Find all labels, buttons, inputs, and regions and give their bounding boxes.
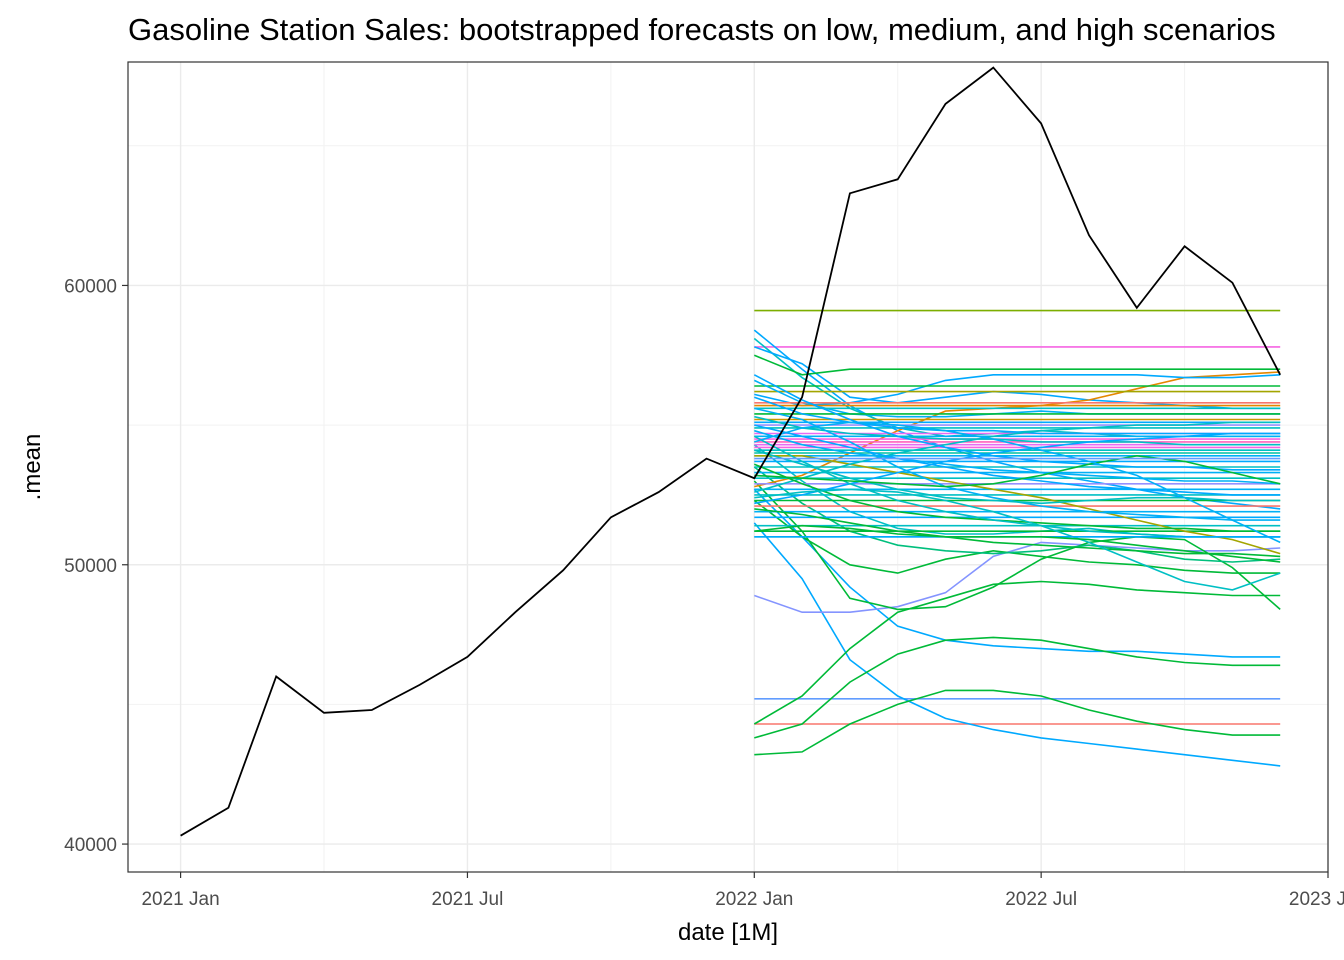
forecast-line-9 [753,580,1281,725]
x-tick-label: 2021 Jul [432,889,504,910]
x-axis: 2021 Jan 2021 Jul 2022 Jan 2022 Jul 2023 Jan [141,872,1344,910]
forecast-line-57 [754,415,1281,446]
forecast-line-7 [754,689,1281,756]
x-tick-label: 2022 Jan [715,889,793,910]
x-tick-label: 2022 Jul [1005,889,1077,910]
y-axis: 40000 50000 60000 [64,276,128,856]
forecast-line-69 [754,421,1281,544]
forecast-line-58 [754,396,1281,435]
forecast-line-55 [754,454,1281,555]
x-tick-label: 2023 Jan [1289,889,1344,910]
y-axis-title: .mean [19,434,46,501]
forecast-line-8 [754,636,1281,739]
forecast-line-67 [754,424,1281,496]
forecast-line-59 [754,421,1281,493]
y-tick-label: 60000 [64,276,117,297]
forecast-line-68 [754,454,1281,488]
x-axis-title: date [1M] [678,919,778,946]
y-tick-label: 50000 [64,556,117,577]
forecast-line-5 [753,522,1281,767]
plot-border [127,61,1329,873]
history-line [180,66,1281,837]
forecast-line-18 [753,354,1281,376]
x-tick-label: 2021 Jan [141,889,219,910]
chart-title: Gasoline Station Sales: bootstrapped for… [128,12,1276,47]
forecast-line-61 [753,463,1281,533]
forecast-line-60 [754,432,1281,505]
forecast-line-63 [754,449,1281,505]
forecast-line-65 [754,508,1281,558]
forecast-line-73 [754,524,1281,563]
forecast-line-6 [753,488,1281,658]
forecast-series-group [753,309,1281,767]
forecast-line-12 [753,499,1281,574]
forecast-line-11 [753,480,1281,611]
history-series-group [180,66,1281,837]
forecast-line-70 [754,488,1281,591]
forecast-line-10 [754,541,1281,614]
y-tick-label: 40000 [64,835,117,856]
forecast-line-56 [754,429,1281,485]
forecast-line-13 [753,466,1281,563]
